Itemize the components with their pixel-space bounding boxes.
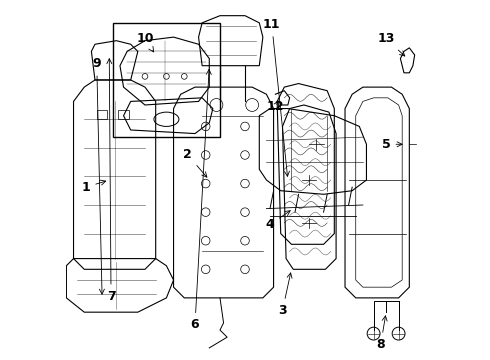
Text: 12: 12 <box>267 100 284 113</box>
Text: 7: 7 <box>107 59 116 303</box>
Text: 13: 13 <box>377 32 405 56</box>
Text: 9: 9 <box>93 57 104 294</box>
Bar <box>97 111 107 119</box>
Text: 8: 8 <box>376 316 387 351</box>
Text: 11: 11 <box>263 18 290 176</box>
Text: 6: 6 <box>191 69 211 331</box>
Text: 1: 1 <box>82 180 106 194</box>
Text: 2: 2 <box>183 148 207 177</box>
Bar <box>118 111 129 119</box>
Bar <box>113 23 220 137</box>
Text: 10: 10 <box>136 32 154 52</box>
Text: 4: 4 <box>266 211 290 231</box>
Text: 5: 5 <box>382 138 402 151</box>
Text: 3: 3 <box>278 273 292 317</box>
